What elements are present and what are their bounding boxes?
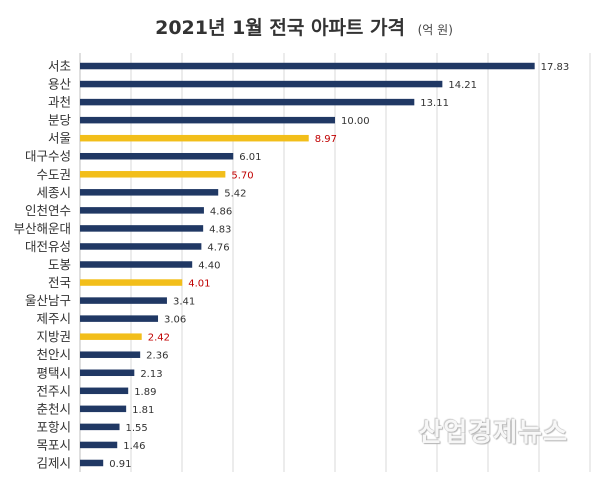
category-label: 분당 xyxy=(48,113,72,128)
watermark: 산업경제뉴스 xyxy=(418,418,568,448)
bar xyxy=(80,225,204,232)
value-label: 2.42 xyxy=(148,333,170,344)
chart-title-unit: (억 원) xyxy=(418,23,453,37)
bar xyxy=(80,459,104,467)
bar xyxy=(80,189,219,196)
category-label: 대전유성 xyxy=(25,239,71,254)
chart-title: 2021년 1월 전국 아파트 가격 (억 원) xyxy=(155,17,453,39)
category-label: 포항시 xyxy=(36,419,71,434)
value-label: 1.55 xyxy=(126,423,148,434)
bar xyxy=(80,62,535,70)
category-label: 도봉 xyxy=(48,257,71,272)
value-label: 1.89 xyxy=(134,387,156,398)
category-label: 목포시 xyxy=(36,437,71,452)
value-label: 13.11 xyxy=(420,98,449,109)
value-label: 8.97 xyxy=(315,134,337,145)
value-label: 6.01 xyxy=(239,152,261,163)
value-label: 0.91 xyxy=(109,459,131,470)
bar xyxy=(80,80,443,88)
value-labels: 17.83 14.21 13.11 10.00 8.97 6.01 5.70 5.42 4.86… xyxy=(109,62,569,470)
category-label: 전국 xyxy=(48,275,71,290)
bar xyxy=(80,423,120,431)
category-labels: 서초용산과천분당서울대구수성수도권세종시인천연수부산해운대대전유성도봉전국울산남… xyxy=(13,59,71,471)
bars xyxy=(80,62,535,467)
category-label: 용산 xyxy=(48,77,72,92)
bar xyxy=(80,297,167,304)
category-label: 지방권 xyxy=(36,329,71,344)
value-label: 5.42 xyxy=(224,188,246,199)
bar xyxy=(80,315,159,322)
bar xyxy=(80,152,234,160)
category-label: 서울 xyxy=(48,131,71,146)
chart-title-main: 2021년 1월 전국 아파트 가격 xyxy=(155,17,405,39)
value-label: 10.00 xyxy=(341,116,370,127)
value-label: 4.76 xyxy=(207,242,229,253)
bar xyxy=(80,387,129,395)
bar xyxy=(80,243,202,250)
bar xyxy=(80,98,415,106)
category-label: 김제시 xyxy=(36,455,71,470)
bar xyxy=(80,171,226,178)
value-label: 4.86 xyxy=(210,206,232,217)
category-label: 세종시 xyxy=(36,185,71,200)
bar xyxy=(80,261,193,268)
value-label: 14.21 xyxy=(448,80,477,91)
category-label: 인천연수 xyxy=(25,203,71,218)
value-label: 3.06 xyxy=(164,315,186,326)
category-label: 울산남구 xyxy=(25,293,71,308)
value-label: 4.83 xyxy=(209,224,231,235)
category-label: 부산해운대 xyxy=(13,221,71,236)
bar xyxy=(80,369,135,377)
bar xyxy=(80,333,142,340)
category-label: 천안시 xyxy=(36,347,71,362)
category-label: 대구수성 xyxy=(25,149,71,164)
category-label: 과천 xyxy=(48,95,71,110)
category-label: 전주시 xyxy=(36,383,71,398)
value-label: 5.70 xyxy=(231,170,253,181)
bar xyxy=(80,134,309,142)
bar xyxy=(80,351,141,358)
value-label: 4.01 xyxy=(188,279,210,290)
bar xyxy=(80,279,183,286)
value-label: 1.81 xyxy=(132,405,154,416)
bar xyxy=(80,207,204,214)
category-label: 서초 xyxy=(48,59,71,74)
bar xyxy=(80,405,127,413)
value-label: 4.40 xyxy=(198,261,220,272)
category-label: 춘천시 xyxy=(36,401,71,416)
category-label: 제주시 xyxy=(36,311,71,326)
value-label: 17.83 xyxy=(541,62,570,73)
bar xyxy=(80,441,118,449)
category-label: 수도권 xyxy=(36,167,71,182)
value-label: 1.46 xyxy=(123,441,145,452)
value-label: 3.41 xyxy=(173,297,195,308)
value-label: 2.36 xyxy=(146,351,168,362)
category-label: 평택시 xyxy=(36,365,71,380)
value-label: 2.13 xyxy=(140,369,162,380)
bar xyxy=(80,116,335,124)
